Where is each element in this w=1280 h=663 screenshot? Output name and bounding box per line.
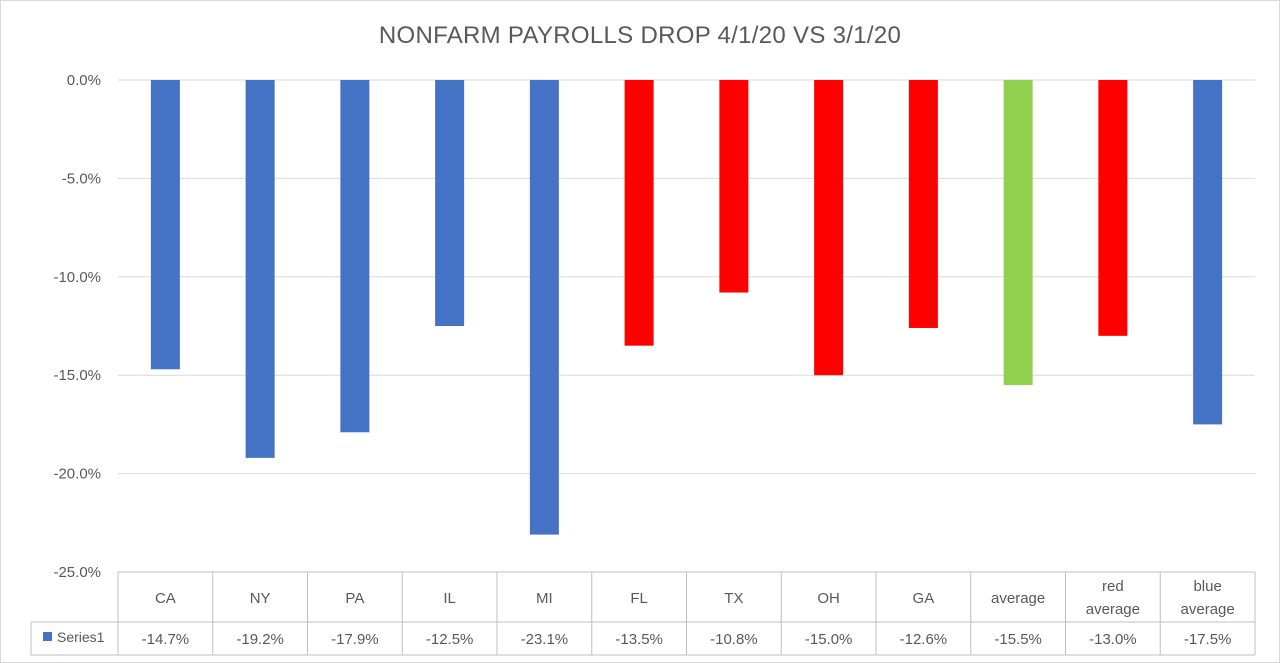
value-label: -13.5% xyxy=(615,631,663,648)
bar-tx xyxy=(719,80,749,293)
value-label: -12.5% xyxy=(426,631,474,648)
category-label: MI xyxy=(536,590,553,607)
bar-oh xyxy=(814,80,844,376)
category-label: average xyxy=(991,590,1045,607)
category-label: blue average xyxy=(1181,578,1235,618)
legend-label: Series1 xyxy=(57,629,105,645)
category-label: IL xyxy=(443,590,456,607)
category-label: FL xyxy=(630,590,648,607)
y-tick-label: -20.0% xyxy=(53,466,101,483)
bar-red-average xyxy=(1098,80,1128,336)
category-label: TX xyxy=(724,590,743,607)
bar-fl xyxy=(624,80,654,346)
value-label: -15.5% xyxy=(994,631,1042,648)
category-label: CA xyxy=(155,590,176,607)
legend-swatch-icon xyxy=(43,632,52,641)
value-label: -12.6% xyxy=(900,631,948,648)
bar-ca xyxy=(150,80,180,370)
y-tick-label: -25.0% xyxy=(53,564,101,581)
value-label: -10.8% xyxy=(710,631,758,648)
bar-ga xyxy=(908,80,938,328)
category-label: PA xyxy=(345,590,364,607)
value-label: -13.0% xyxy=(1089,631,1137,648)
value-label: -17.9% xyxy=(331,631,379,648)
bar-ny xyxy=(245,80,275,458)
category-label: OH xyxy=(817,590,840,607)
bar-blue-average xyxy=(1193,80,1223,425)
category-label: NY xyxy=(250,590,271,607)
y-tick-label: -10.0% xyxy=(53,269,101,286)
category-label: red average xyxy=(1086,578,1140,618)
bar-mi xyxy=(529,80,559,535)
category-label: GA xyxy=(913,590,935,607)
value-label: -17.5% xyxy=(1184,631,1232,648)
y-tick-label: 0.0% xyxy=(67,72,101,89)
y-tick-label: -5.0% xyxy=(62,170,101,187)
chart-title: NONFARM PAYROLLS DROP 4/1/20 VS 3/1/20 xyxy=(378,22,902,49)
value-label: -14.7% xyxy=(142,631,190,648)
value-label: -15.0% xyxy=(805,631,853,648)
value-label: -23.1% xyxy=(521,631,569,648)
value-label: -19.2% xyxy=(236,631,284,648)
bar-pa xyxy=(340,80,370,433)
y-tick-label: -15.0% xyxy=(53,367,101,384)
bar-average xyxy=(1003,80,1033,386)
bar-il xyxy=(435,80,465,326)
